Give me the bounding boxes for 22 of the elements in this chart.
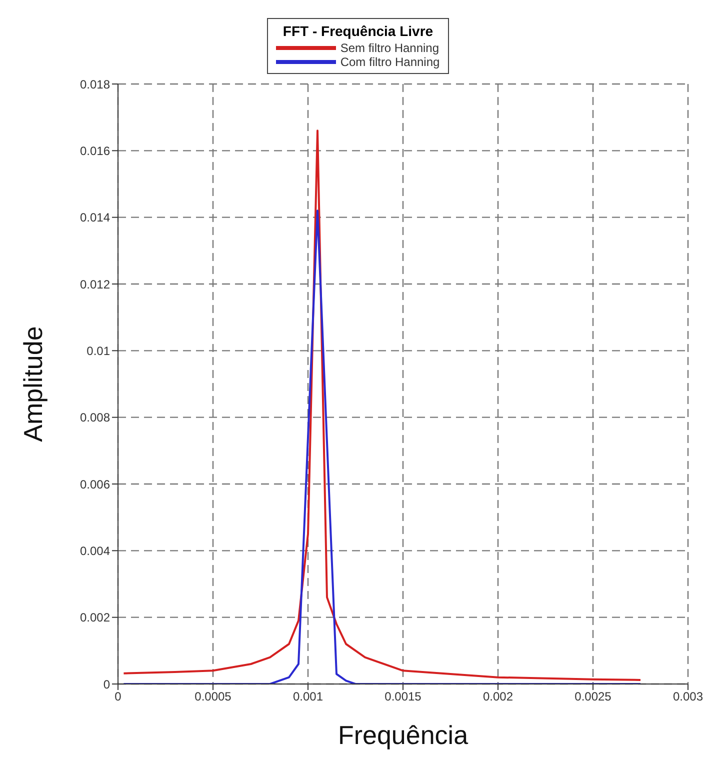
y-tick-label: 0.01 bbox=[86, 344, 110, 358]
y-tick-label: 0.004 bbox=[80, 544, 110, 558]
legend-title: FFT - Frequência Livre bbox=[282, 23, 434, 39]
y-tick-label: 0.006 bbox=[80, 477, 110, 492]
y-tick-label: 0.014 bbox=[80, 210, 110, 225]
x-tick-label: 0.0005 bbox=[194, 690, 232, 704]
y-tick-label: 0.002 bbox=[80, 610, 110, 625]
legend-label: Sem filtro Hanning bbox=[340, 41, 440, 55]
x-axis-title: Frequência bbox=[338, 720, 469, 750]
y-tick-label: 0.008 bbox=[80, 410, 110, 425]
y-tick-label: 0.012 bbox=[80, 277, 110, 292]
legend-label: Com filtro Hanning bbox=[340, 55, 440, 69]
x-tick-label: 0 bbox=[114, 690, 122, 704]
x-tick-label: 0.002 bbox=[482, 690, 514, 704]
y-tick-label: 0.018 bbox=[80, 77, 110, 92]
y-tick-label: 0 bbox=[103, 677, 110, 692]
x-tick-label: 0.003 bbox=[672, 690, 704, 704]
x-tick-label: 0.0015 bbox=[384, 690, 422, 704]
y-tick-label: 0.016 bbox=[80, 144, 110, 158]
y-axis-title: Amplitude bbox=[18, 326, 48, 442]
x-tick-label: 0.0025 bbox=[574, 690, 612, 704]
x-tick-label: 0.001 bbox=[292, 690, 324, 704]
